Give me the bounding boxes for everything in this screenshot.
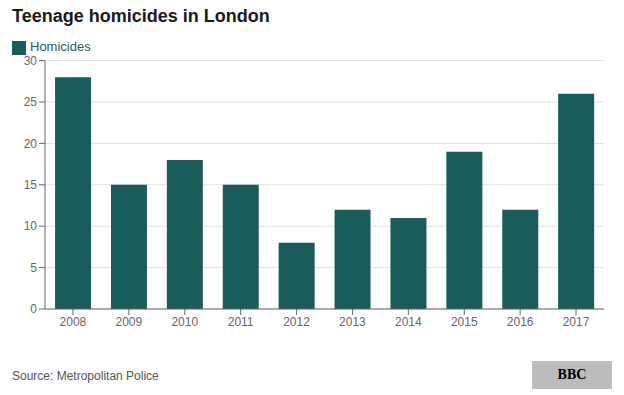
- svg-text:2012: 2012: [283, 315, 310, 329]
- svg-text:15: 15: [24, 178, 38, 192]
- svg-text:10: 10: [24, 219, 38, 233]
- svg-text:20: 20: [24, 137, 38, 151]
- svg-text:2009: 2009: [115, 315, 142, 329]
- html-text:Teenage homicides in London: Teenage homicides in London: [12, 6, 270, 26]
- svg-text:2017: 2017: [563, 315, 590, 329]
- svg-text:2008: 2008: [60, 315, 87, 329]
- svg-text:2015: 2015: [451, 315, 478, 329]
- svg-text:0: 0: [30, 302, 37, 316]
- html-text:BBC: BBC: [557, 367, 587, 382]
- svg-text:30: 30: [24, 54, 38, 68]
- html-text:Source: Metropolitan Police: Source: Metropolitan Police: [12, 369, 159, 383]
- svg-text:25: 25: [24, 95, 38, 109]
- html-text:Homicides: Homicides: [30, 39, 91, 54]
- svg-text:2013: 2013: [339, 315, 366, 329]
- svg-text:5: 5: [30, 261, 37, 275]
- svg-text:2011: 2011: [228, 315, 254, 329]
- svg-text:2010: 2010: [171, 315, 198, 329]
- svg-text:2016: 2016: [507, 315, 534, 329]
- svg-text:2014: 2014: [395, 315, 422, 329]
